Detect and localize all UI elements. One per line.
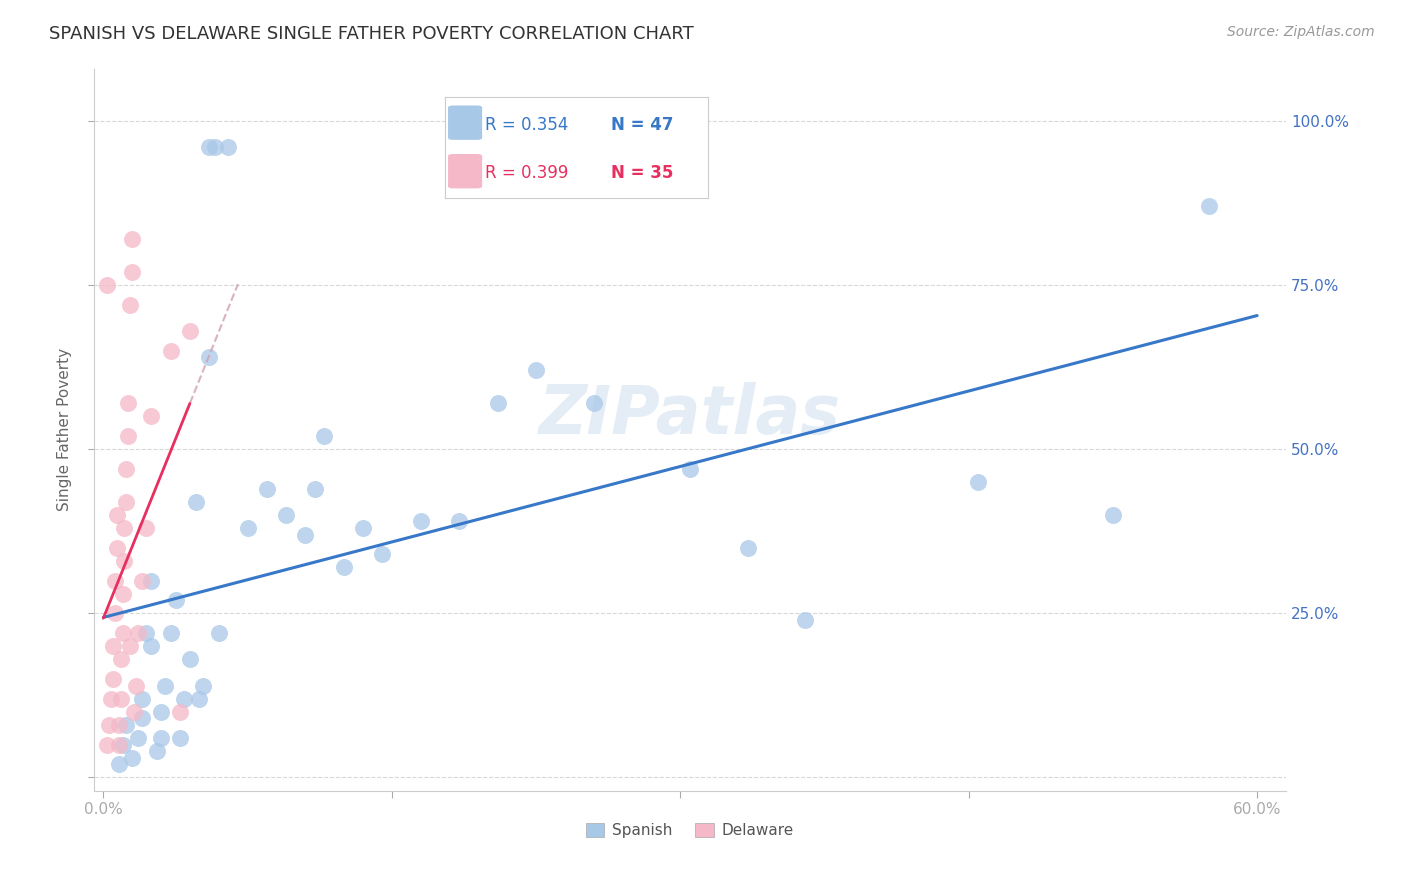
Point [159, 626, 181, 640]
Point [105, 541, 128, 555]
Point [100, 691, 122, 706]
Point [179, 652, 201, 666]
Point [169, 731, 191, 745]
Point [153, 679, 176, 693]
Point [127, 626, 149, 640]
Point [127, 731, 149, 745]
Point [150, 731, 173, 745]
Point [117, 396, 139, 410]
Point [117, 429, 139, 443]
Point [104, 607, 127, 621]
Point [193, 679, 215, 693]
Point [104, 574, 127, 588]
Point [204, 140, 226, 154]
Point [120, 298, 142, 312]
Point [1102, 508, 1125, 522]
Point [352, 521, 374, 535]
Point [141, 639, 163, 653]
Point [524, 363, 547, 377]
Point [107, 738, 129, 752]
Point [96, 738, 118, 752]
Point [135, 626, 157, 640]
Point [110, 691, 132, 706]
Text: SPANISH VS DELAWARE SINGLE FATHER POVERTY CORRELATION CHART: SPANISH VS DELAWARE SINGLE FATHER POVERT… [49, 25, 695, 43]
Point [121, 265, 143, 279]
Point [165, 593, 187, 607]
Point [208, 626, 231, 640]
Point [409, 515, 432, 529]
Point [101, 639, 124, 653]
Point [105, 508, 128, 522]
Point [115, 718, 138, 732]
Point [115, 495, 138, 509]
Point [679, 462, 702, 476]
Point [120, 639, 142, 653]
Point [173, 691, 195, 706]
Point [96, 278, 118, 293]
Point [294, 527, 316, 541]
Point [169, 705, 191, 719]
Point [304, 482, 326, 496]
Point [582, 396, 605, 410]
Point [146, 744, 169, 758]
Point [111, 738, 134, 752]
Point [135, 521, 157, 535]
Point [101, 672, 124, 686]
Point [967, 475, 990, 489]
Point [159, 343, 181, 358]
Text: ZIPatlas: ZIPatlas [538, 382, 841, 448]
Point [332, 560, 354, 574]
Point [131, 691, 153, 706]
Point [114, 554, 136, 568]
Point [198, 140, 221, 154]
Point [114, 521, 136, 535]
Point [314, 429, 336, 443]
Point [115, 462, 138, 476]
Point [486, 396, 509, 410]
Point [111, 626, 134, 640]
Point [131, 711, 153, 725]
Point [141, 574, 163, 588]
Point [737, 541, 759, 555]
Point [107, 718, 129, 732]
Point [179, 324, 201, 338]
Point [184, 495, 207, 509]
Point [371, 547, 394, 561]
Point [141, 409, 163, 424]
Point [1198, 199, 1220, 213]
Point [107, 757, 129, 772]
Point [125, 679, 148, 693]
Point [217, 140, 239, 154]
Point [188, 691, 211, 706]
Point [794, 613, 817, 627]
Text: Source: ZipAtlas.com: Source: ZipAtlas.com [1227, 25, 1375, 39]
Point [98, 718, 121, 732]
Point [121, 751, 143, 765]
Point [150, 705, 173, 719]
Point [274, 508, 297, 522]
Point [198, 351, 221, 365]
Y-axis label: Single Father Poverty: Single Father Poverty [58, 348, 72, 511]
Point [236, 521, 259, 535]
Point [110, 652, 132, 666]
Point [131, 574, 153, 588]
Point [122, 705, 145, 719]
Point [121, 232, 143, 246]
Point [256, 482, 278, 496]
Point [449, 515, 471, 529]
Point [111, 587, 134, 601]
Legend: Spanish, Delaware: Spanish, Delaware [581, 817, 800, 845]
